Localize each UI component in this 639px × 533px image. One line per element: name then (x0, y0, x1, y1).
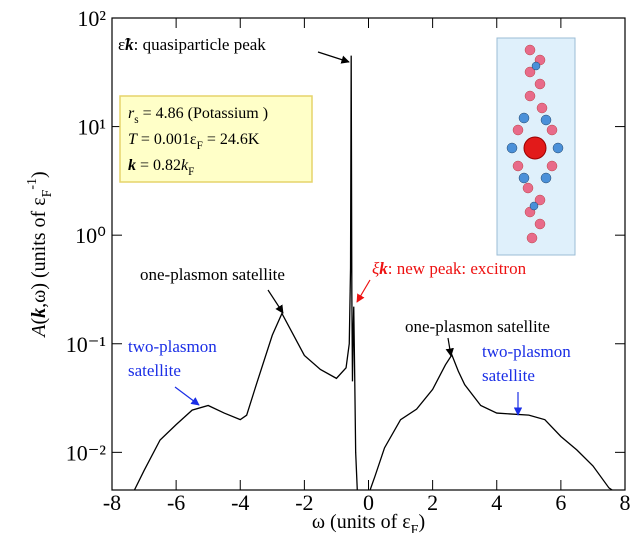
parameter-box (119, 95, 313, 183)
text-part: ) (418, 511, 425, 533)
text-part: : new peak: excitron (388, 259, 527, 278)
x-tick-label: 2 (427, 490, 438, 515)
text-part: A (28, 324, 50, 339)
y-tick-label: 10¹ (77, 115, 106, 140)
y-tick-label: 10⁻² (66, 440, 107, 465)
annotation-arrow (445, 337, 454, 357)
text-part: two-plasmon (128, 337, 217, 356)
text-part: T (128, 131, 138, 148)
text-part: satellite (128, 361, 181, 380)
text-part: = 24.6K (203, 131, 260, 148)
text-part: = 0.82 (136, 157, 181, 174)
annotation: one-plasmon satellite (405, 317, 550, 336)
parameter-line: k = 0.82kF (128, 157, 194, 178)
text-part: F (411, 523, 419, 533)
text-part: k (125, 35, 134, 54)
text-part: ξ (372, 259, 380, 278)
data-line (369, 353, 613, 490)
text-part: k (181, 157, 189, 174)
annotation-arrow (174, 386, 200, 406)
y-tick-label: 10² (77, 6, 106, 31)
text-part: F (40, 189, 55, 197)
annotation-arrow (267, 289, 284, 314)
x-tick-label: 8 (620, 490, 631, 515)
x-axis-label: ω (units of εF) (312, 511, 425, 533)
y-axis-label: A(k,ω) (units of εF-1) (25, 171, 55, 338)
parameter-line: rs = 4.86 (Potassium ) (128, 105, 268, 126)
data-line (133, 55, 358, 490)
inset-picture (496, 37, 576, 256)
annotation: one-plasmon satellite (140, 265, 285, 284)
text-part: k (28, 308, 50, 318)
text-part: F (197, 140, 203, 152)
annotation: ξk: new peak: excitron (372, 259, 527, 278)
x-tick-label: -8 (103, 490, 121, 515)
text-part: ) (28, 171, 50, 178)
annotation-arrow (317, 51, 350, 64)
text-part: r (128, 105, 135, 122)
annotation-arrow (356, 279, 371, 303)
text-part: k (128, 157, 136, 174)
text-part: s (134, 114, 138, 126)
text-part: ,ω) (units of ε (28, 197, 50, 307)
x-tick-label: 6 (555, 490, 566, 515)
text-part: two-plasmon (482, 342, 571, 361)
text-part: satellite (482, 366, 535, 385)
x-tick-label: 0 (363, 490, 374, 515)
annotation: two-plasmon (128, 337, 217, 356)
annotation: satellite (128, 361, 181, 380)
text-part: k (379, 259, 388, 278)
x-tick-label: -2 (295, 490, 313, 515)
annotation: ε̃k: quasiparticle peak (118, 35, 266, 54)
text-part: : quasiparticle peak (134, 35, 267, 54)
text-part: one-plasmon satellite (140, 265, 285, 284)
y-tick-label: 10⁰ (75, 223, 106, 248)
text-part: ω (units of ε (312, 511, 411, 533)
x-tick-label: -6 (167, 490, 185, 515)
x-tick-label: -4 (231, 490, 249, 515)
parameter-line: T = 0.001εF = 24.6K (128, 131, 260, 152)
annotation: satellite (482, 366, 535, 385)
text-part: = 0.001ε (137, 131, 197, 148)
text-part: F (188, 166, 194, 178)
annotation: two-plasmon (482, 342, 571, 361)
text-part: one-plasmon satellite (405, 317, 550, 336)
text-part: = 4.86 (Potassium ) (139, 105, 268, 122)
x-tick-label: 4 (491, 490, 502, 515)
y-tick-label: 10⁻¹ (66, 332, 106, 357)
text-part: ( (28, 318, 50, 325)
text-part: -1 (25, 178, 40, 190)
